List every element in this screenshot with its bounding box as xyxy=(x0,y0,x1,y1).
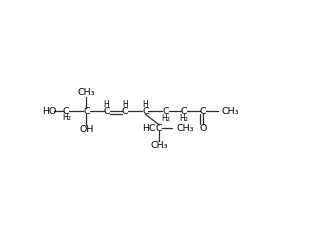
Text: CH₃: CH₃ xyxy=(150,141,168,150)
Text: H₂: H₂ xyxy=(180,114,189,123)
Text: HO: HO xyxy=(42,107,56,116)
Text: O: O xyxy=(199,124,207,133)
Text: C: C xyxy=(122,107,128,116)
Text: H₂: H₂ xyxy=(161,114,170,123)
Text: H: H xyxy=(122,100,128,109)
Text: H: H xyxy=(142,100,148,109)
Text: C: C xyxy=(103,107,110,116)
Text: CH₃: CH₃ xyxy=(176,124,194,133)
Text: OH: OH xyxy=(79,125,94,134)
Text: H: H xyxy=(104,100,110,109)
Text: C: C xyxy=(162,107,169,116)
Text: HC: HC xyxy=(142,124,155,133)
Text: H₂: H₂ xyxy=(62,113,71,122)
Text: C: C xyxy=(200,107,206,116)
Text: C: C xyxy=(156,124,163,133)
Text: CH₃: CH₃ xyxy=(221,107,239,116)
Text: C: C xyxy=(63,107,70,116)
Text: CH₃: CH₃ xyxy=(78,88,95,97)
Text: C: C xyxy=(142,107,149,116)
Text: C: C xyxy=(83,107,90,116)
Text: C: C xyxy=(181,107,187,116)
